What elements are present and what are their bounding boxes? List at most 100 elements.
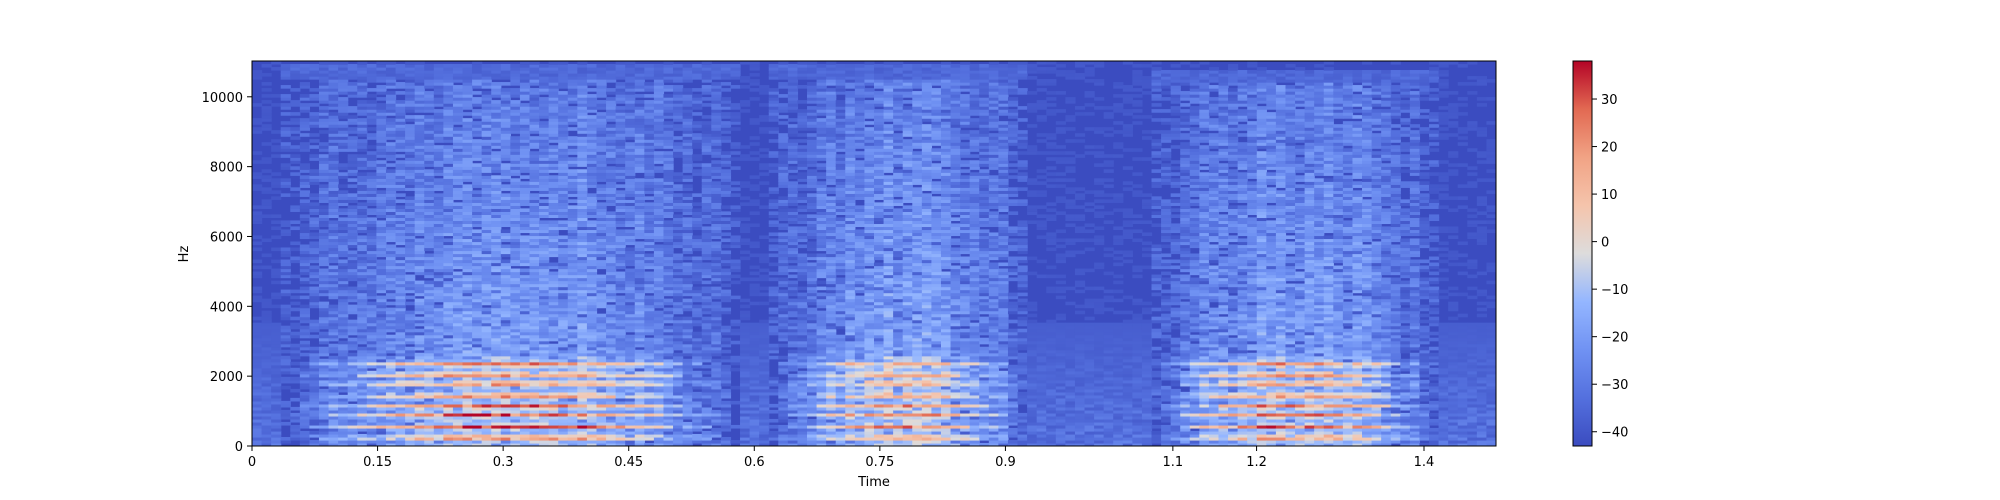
heatmap-cell (510, 400, 521, 405)
heatmap-cell (385, 421, 397, 426)
heatmap-cell (309, 424, 320, 429)
heatmap-cell (318, 268, 330, 273)
heatmap-cell (385, 193, 397, 197)
heatmap-cell (472, 166, 483, 170)
heatmap-cell (500, 205, 511, 209)
heatmap-cell (472, 91, 483, 95)
heatmap-cell (529, 376, 540, 381)
heatmap-cell (472, 196, 483, 200)
heatmap-cell (424, 439, 435, 444)
heatmap-cell (500, 127, 511, 131)
heatmap-cell (433, 121, 444, 125)
heatmap-cell (347, 265, 358, 270)
heatmap-cell (519, 106, 531, 110)
heatmap-cell (452, 406, 464, 411)
heatmap-cell (663, 325, 674, 330)
heatmap-cell (338, 127, 349, 131)
heatmap-cell (481, 292, 492, 297)
heatmap-cell (395, 409, 406, 414)
heatmap-cell (452, 313, 464, 318)
heatmap-cell (261, 433, 272, 438)
heatmap-cell (405, 166, 416, 170)
heatmap-cell (500, 289, 511, 294)
heatmap-cell (395, 247, 406, 252)
heatmap-cell (586, 64, 598, 68)
heatmap-cell (347, 250, 358, 255)
heatmap-cell (519, 421, 531, 426)
heatmap-cell (443, 205, 454, 209)
heatmap-cell (452, 97, 464, 101)
heatmap-cell (328, 88, 339, 92)
heatmap-cell (395, 388, 406, 393)
heatmap-cell (481, 235, 492, 240)
heatmap-cell (290, 160, 301, 164)
heatmap-cell (500, 100, 511, 104)
heatmap-cell (328, 115, 339, 119)
heatmap-cell (328, 178, 339, 182)
heatmap-cell (519, 355, 531, 360)
heatmap-cell (280, 130, 291, 134)
heatmap-cell (366, 70, 377, 74)
heatmap-cell (318, 118, 330, 122)
heatmap-cell (395, 175, 406, 179)
heatmap-cell (328, 205, 339, 209)
heatmap-cell (481, 229, 492, 234)
heatmap-cell (376, 139, 387, 143)
heatmap-cell (510, 325, 521, 330)
heatmap-cell (443, 241, 454, 246)
heatmap-cell (318, 277, 330, 282)
heatmap-cell (252, 391, 263, 396)
heatmap-cell (414, 259, 425, 264)
heatmap-cell (376, 226, 387, 231)
heatmap-cell (376, 334, 387, 339)
heatmap-cell (414, 322, 425, 327)
heatmap-cell (481, 118, 492, 122)
heatmap-cell (309, 391, 320, 396)
heatmap-cell (309, 406, 320, 411)
heatmap-cell (366, 154, 377, 158)
heatmap-cell (261, 400, 272, 405)
heatmap-cell (519, 148, 531, 152)
heatmap-cell (357, 385, 368, 390)
heatmap-cell (338, 286, 349, 291)
heatmap-cell (491, 154, 502, 158)
heatmap-cell (452, 169, 464, 173)
heatmap-cell (261, 439, 272, 444)
heatmap-cell (414, 262, 425, 267)
heatmap-cell (414, 256, 425, 261)
heatmap-cell (433, 226, 444, 231)
heatmap-cell (519, 160, 531, 164)
heatmap-cell (357, 271, 368, 276)
heatmap-cell (405, 169, 416, 173)
heatmap-cell (261, 427, 272, 432)
heatmap-cell (299, 229, 311, 234)
heatmap-cell (328, 253, 339, 258)
heatmap-cell (366, 406, 377, 411)
heatmap-cell (424, 346, 435, 351)
heatmap-cell (519, 130, 531, 134)
heatmap-cell (472, 295, 483, 300)
heatmap-cell (366, 136, 377, 140)
heatmap-cell (385, 67, 397, 71)
heatmap-cell (462, 148, 473, 152)
heatmap-cell (338, 139, 349, 143)
heatmap-cell (491, 316, 502, 321)
heatmap-cell (500, 295, 511, 300)
heatmap-cell (271, 139, 282, 143)
heatmap-cell (491, 373, 502, 378)
heatmap-cell (443, 274, 454, 279)
heatmap-cell (414, 199, 425, 203)
heatmap-cell (500, 385, 511, 390)
heatmap-cell (414, 391, 425, 396)
heatmap-cell (644, 253, 655, 258)
heatmap-cell (357, 427, 368, 432)
heatmap-cell (376, 418, 387, 423)
heatmap-cell (318, 394, 330, 399)
heatmap-cell (500, 430, 511, 435)
heatmap-cell (299, 175, 311, 179)
heatmap-cell (452, 307, 464, 312)
heatmap-cell (290, 148, 301, 152)
heatmap-cell (443, 160, 454, 164)
heatmap-cell (280, 412, 291, 417)
heatmap-cell (338, 379, 349, 384)
